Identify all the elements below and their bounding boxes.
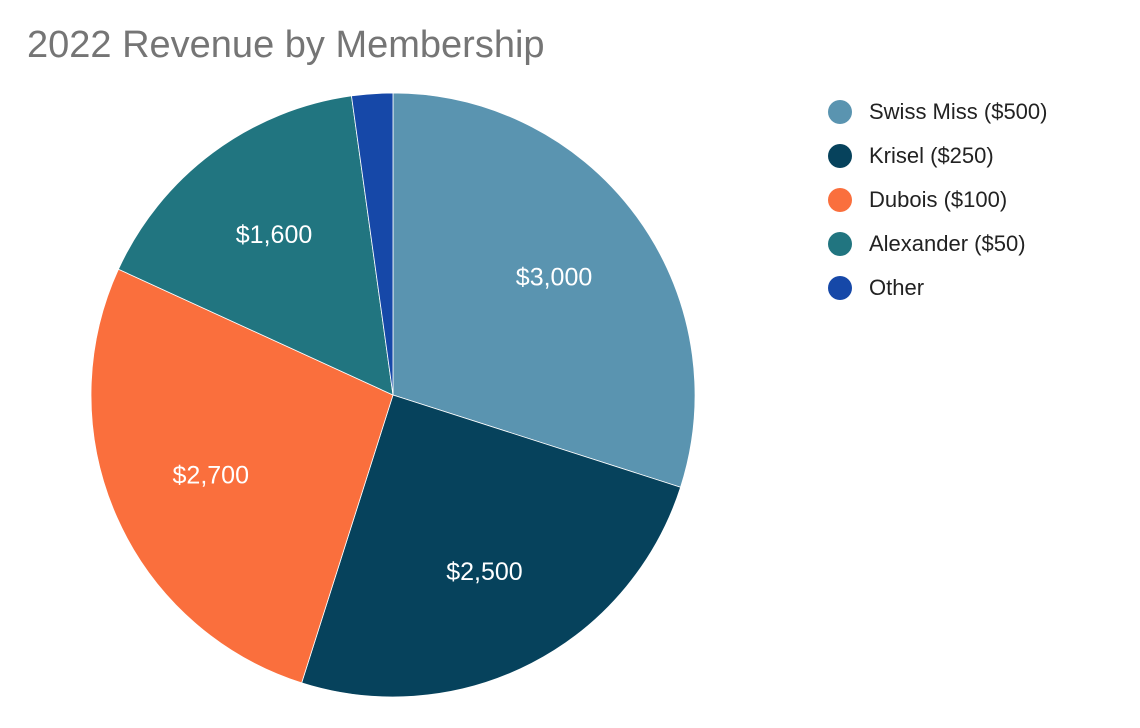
pie-slice-alexander[interactable] [117,95,394,396]
slice-label-alexander: $1,600 [236,221,312,249]
legend-label: Alexander ($50) [869,231,1026,256]
legend-label: Other [869,275,925,300]
legend-swatch [828,144,852,168]
pie-slice-other[interactable] [351,92,394,396]
chart-legend: Swiss Miss ($500) Krisel ($250) Dubois (… [828,90,1047,310]
slice-label-dubois: $2,700 [173,462,249,490]
legend-swatch [828,100,852,124]
legend-label: Dubois ($100) [869,187,1008,212]
slice-label-krisel: $2,500 [446,558,522,586]
legend-label: Swiss Miss ($500) [869,99,1048,124]
legend-swatch [828,276,852,300]
legend-swatch [828,232,852,256]
legend-item-swiss-miss[interactable]: Swiss Miss ($500) [828,90,1047,134]
legend-item-dubois[interactable]: Dubois ($100) [828,178,1047,222]
pie-slice-swiss-miss[interactable] [392,92,696,488]
pie-slice-dubois[interactable] [90,268,394,684]
pie-slice-krisel[interactable] [301,394,682,698]
legend-item-krisel[interactable]: Krisel ($250) [828,134,1047,178]
pie-slices [90,92,696,698]
chart-title: 2022 Revenue by Membership [27,24,545,66]
pie-slice-labels: $3,000 $2,500 $2,700 $1,600 [173,221,593,586]
legend-swatch [828,188,852,212]
slice-label-swiss-miss: $3,000 [516,264,592,292]
legend-item-alexander[interactable]: Alexander ($50) [828,222,1047,266]
legend-label: Krisel ($250) [869,143,994,168]
legend-item-other[interactable]: Other [828,266,1047,310]
